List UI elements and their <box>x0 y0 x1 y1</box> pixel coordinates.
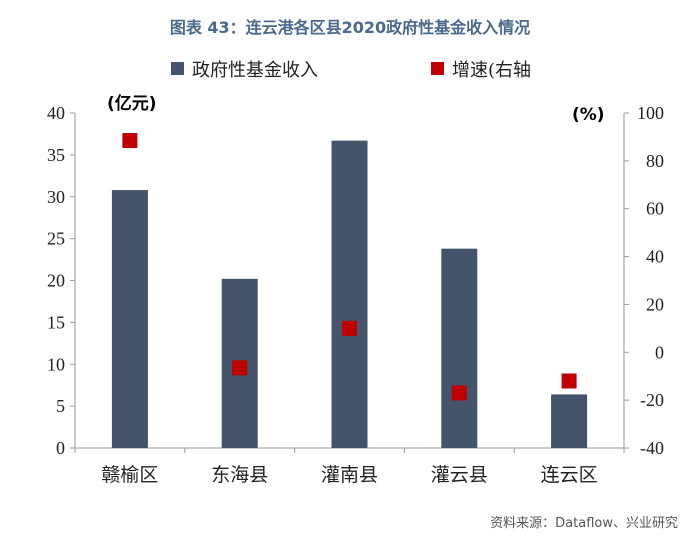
left-axis-ticks: 0 5 10 15 20 25 30 35 40 <box>47 103 75 458</box>
legend-label-bar: 政府性基金收入 <box>192 60 318 81</box>
right-tick-label: 20 <box>646 294 664 314</box>
left-tick-label: 35 <box>47 145 65 165</box>
right-tick-label: 60 <box>646 199 664 219</box>
growth-marker <box>232 360 248 376</box>
left-tick-label: 10 <box>47 354 65 374</box>
left-tick-label: 30 <box>47 187 65 207</box>
growth-marker <box>342 320 357 336</box>
right-axis-ticks: -40 -20 0 20 40 60 80 100 <box>624 103 664 458</box>
left-axis-unit: (亿元) <box>107 93 157 114</box>
bars <box>111 140 588 449</box>
category-label: 灌南县 <box>321 464 378 486</box>
left-tick-label: 15 <box>47 312 65 332</box>
right-tick-label: 100 <box>637 103 664 123</box>
legend-swatch-marker <box>431 62 444 75</box>
legend: 政府性基金收入 增速(右轴 <box>171 60 531 81</box>
bar <box>551 394 588 448</box>
category-label: 东海县 <box>211 464 268 486</box>
growth-marker <box>561 373 577 389</box>
bar <box>111 190 148 449</box>
left-tick-label: 0 <box>56 438 65 458</box>
right-tick-label: -40 <box>640 438 664 458</box>
right-tick-label: 80 <box>646 151 664 171</box>
growth-marker <box>451 385 467 401</box>
left-tick-label: 40 <box>47 103 65 123</box>
markers <box>122 133 577 401</box>
legend-swatch-bar <box>171 62 184 75</box>
right-tick-label: -20 <box>640 390 664 410</box>
right-axis-unit: (%) <box>572 105 605 125</box>
category-label: 连云区 <box>541 464 598 486</box>
bar <box>441 248 478 448</box>
left-tick-label: 20 <box>47 271 65 291</box>
right-tick-label: 0 <box>655 342 664 362</box>
category-label: 赣榆区 <box>101 464 158 486</box>
source-note: 资料来源：Dataflow、兴业研究 <box>490 516 678 531</box>
left-tick-label: 25 <box>47 229 65 249</box>
bar <box>331 140 368 448</box>
legend-label-marker: 增速(右轴 <box>452 60 531 81</box>
category-label: 灌云县 <box>431 464 488 486</box>
right-tick-label: 40 <box>646 247 664 267</box>
category-labels: 赣榆区 东海县 灌南县 灌云县 连云区 <box>74 448 625 486</box>
left-tick-label: 5 <box>56 396 65 416</box>
growth-marker <box>122 133 138 149</box>
chart-title: 图表 43：连云港各区县2020政府性基金收入情况 <box>169 18 531 37</box>
